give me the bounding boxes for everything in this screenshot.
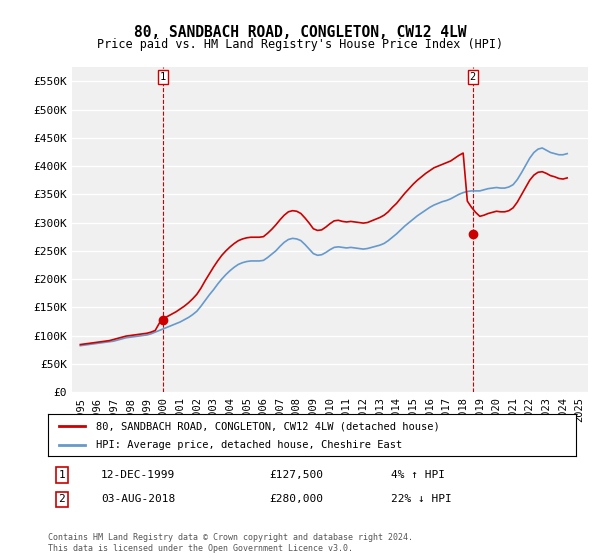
Text: 12-DEC-1999: 12-DEC-1999 <box>101 470 175 480</box>
Text: HPI: Average price, detached house, Cheshire East: HPI: Average price, detached house, Ches… <box>95 440 402 450</box>
Text: £280,000: £280,000 <box>270 494 324 505</box>
Text: 2: 2 <box>59 494 65 505</box>
Text: 22% ↓ HPI: 22% ↓ HPI <box>391 494 452 505</box>
Text: 4% ↑ HPI: 4% ↑ HPI <box>391 470 445 480</box>
Text: 1: 1 <box>59 470 65 480</box>
Text: 2: 2 <box>470 72 476 82</box>
Text: £127,500: £127,500 <box>270 470 324 480</box>
Text: Price paid vs. HM Land Registry's House Price Index (HPI): Price paid vs. HM Land Registry's House … <box>97 38 503 50</box>
Text: 1: 1 <box>160 72 166 82</box>
Text: 80, SANDBACH ROAD, CONGLETON, CW12 4LW: 80, SANDBACH ROAD, CONGLETON, CW12 4LW <box>134 25 466 40</box>
Text: 03-AUG-2018: 03-AUG-2018 <box>101 494 175 505</box>
Text: 80, SANDBACH ROAD, CONGLETON, CW12 4LW (detached house): 80, SANDBACH ROAD, CONGLETON, CW12 4LW (… <box>95 421 439 431</box>
Text: Contains HM Land Registry data © Crown copyright and database right 2024.
This d: Contains HM Land Registry data © Crown c… <box>48 533 413 553</box>
